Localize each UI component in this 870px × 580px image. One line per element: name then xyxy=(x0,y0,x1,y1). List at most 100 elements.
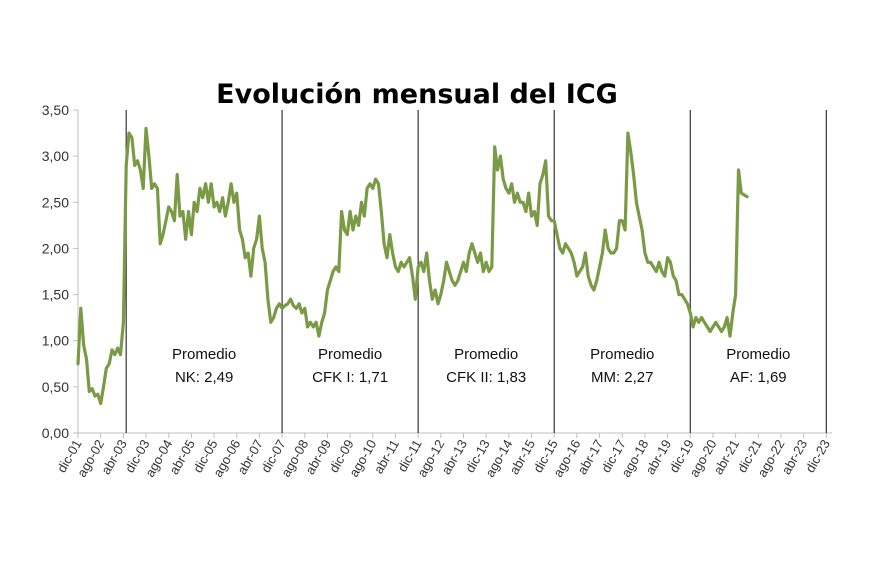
data-point xyxy=(510,182,514,186)
data-point xyxy=(717,325,720,329)
data-point xyxy=(714,320,718,324)
data-point xyxy=(671,274,675,278)
data-point xyxy=(331,270,335,273)
data-point xyxy=(586,274,590,278)
data-point xyxy=(212,205,216,209)
average-label-heading: Promedio xyxy=(726,346,790,363)
data-point xyxy=(654,270,658,273)
data-point xyxy=(224,214,227,218)
data-point xyxy=(334,265,338,269)
data-point xyxy=(309,320,312,324)
data-point xyxy=(294,307,298,310)
data-point xyxy=(618,219,621,223)
data-point xyxy=(87,390,91,393)
data-point xyxy=(102,385,105,389)
data-point xyxy=(569,251,573,255)
data-point xyxy=(343,228,346,232)
data-point xyxy=(139,168,142,172)
data-point xyxy=(399,260,403,264)
data-point xyxy=(96,392,100,396)
data-point xyxy=(445,260,448,264)
data-point xyxy=(589,283,593,287)
data-point xyxy=(249,274,253,278)
data-point xyxy=(113,353,117,356)
data-point xyxy=(300,311,304,315)
data-point xyxy=(413,297,417,301)
data-point xyxy=(85,357,88,361)
data-point xyxy=(521,200,525,204)
data-point xyxy=(320,320,324,324)
data-point xyxy=(99,402,103,405)
data-point xyxy=(255,237,258,241)
data-point xyxy=(609,251,613,255)
data-point xyxy=(513,200,516,204)
data-point xyxy=(388,233,392,237)
data-point xyxy=(195,210,199,213)
data-point xyxy=(725,316,729,319)
data-point xyxy=(484,260,488,264)
data-point xyxy=(677,293,681,296)
data-point xyxy=(317,334,321,338)
data-point xyxy=(173,219,176,223)
data-point xyxy=(507,191,511,195)
data-point xyxy=(527,191,531,195)
data-point xyxy=(411,274,414,278)
data-point xyxy=(564,242,567,246)
data-point xyxy=(156,187,159,190)
data-point xyxy=(470,242,474,246)
data-point xyxy=(394,265,397,269)
data-point xyxy=(640,228,644,232)
data-point xyxy=(391,251,394,255)
average-label-value: CFK II: 1,83 xyxy=(446,369,526,386)
data-point xyxy=(277,302,281,306)
data-point xyxy=(496,168,499,172)
data-point xyxy=(360,200,363,204)
data-point xyxy=(283,304,287,307)
data-point xyxy=(153,182,156,186)
data-point xyxy=(306,325,309,329)
data-point xyxy=(104,367,108,370)
data-point xyxy=(603,228,607,232)
data-point xyxy=(632,173,635,177)
data-point xyxy=(555,233,559,237)
data-point xyxy=(538,182,542,186)
data-point xyxy=(377,182,380,186)
data-point xyxy=(731,311,735,315)
data-point xyxy=(280,307,284,310)
data-point xyxy=(476,260,480,264)
data-point xyxy=(558,247,562,250)
data-point xyxy=(204,182,208,186)
data-point xyxy=(201,196,205,200)
data-point xyxy=(467,251,471,255)
data-point xyxy=(561,251,565,255)
data-point xyxy=(447,270,451,273)
data-point xyxy=(289,297,292,301)
data-point xyxy=(246,251,250,255)
data-point xyxy=(646,260,650,264)
data-point xyxy=(221,196,225,200)
data-point xyxy=(362,214,366,218)
data-point xyxy=(615,247,618,250)
data-point xyxy=(598,265,601,269)
data-point xyxy=(567,247,570,250)
data-point xyxy=(745,195,749,199)
data-point xyxy=(683,297,686,301)
data-point xyxy=(252,247,256,250)
data-point xyxy=(462,260,465,264)
series-layer xyxy=(76,126,749,406)
data-point xyxy=(229,182,233,186)
data-point xyxy=(592,288,596,292)
data-point xyxy=(226,200,230,204)
data-point xyxy=(119,353,122,356)
data-point xyxy=(351,228,355,232)
data-point xyxy=(711,325,715,329)
data-point xyxy=(595,279,599,283)
y-tick-label: 1,50 xyxy=(42,287,69,303)
data-point xyxy=(680,293,684,296)
data-point xyxy=(144,127,148,130)
data-point xyxy=(635,200,638,204)
data-point xyxy=(408,256,411,260)
data-point xyxy=(487,270,491,273)
average-label-value: MM: 2,27 xyxy=(591,369,654,386)
